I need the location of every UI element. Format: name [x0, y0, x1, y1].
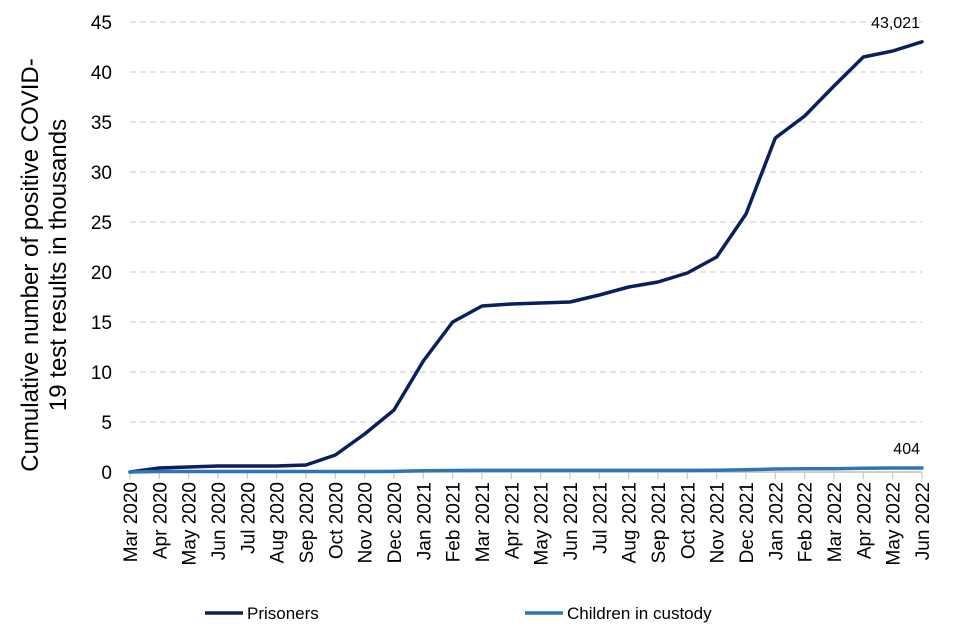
- x-tick-labels: Mar 2020 Apr 2020 May 2020 Jun 2020 Jul 2020…: [121, 482, 934, 565]
- x-tick-label: Oct 2021: [678, 482, 699, 559]
- y-axis-title: Cumulative number of positive COVID-19 t…: [17, 58, 72, 471]
- series-line-prisoners: [128, 40, 924, 474]
- x-tick-label: Apr 2020: [150, 482, 171, 559]
- x-tick-label: Jan 2022: [766, 482, 787, 560]
- x-tick-label: Aug 2021: [620, 482, 641, 563]
- x-tick-label: Mar 2021: [473, 482, 494, 562]
- legend: Prisoners Children in custody: [205, 604, 712, 623]
- x-tick-label: Sep 2020: [297, 482, 318, 563]
- end-data-label: 43,021: [871, 15, 920, 32]
- x-tick-label: Sep 2021: [649, 482, 670, 563]
- y-tick-labels: 0 5 10 15 20 25 30 35 40 45: [91, 13, 112, 484]
- y-tick-label: 10: [91, 363, 112, 384]
- x-tick-label: Nov 2021: [708, 482, 729, 563]
- end-data-label: 404: [893, 441, 920, 458]
- x-tick-label: Dec 2021: [737, 482, 758, 563]
- y-tick-label: 0: [101, 463, 112, 484]
- x-tick-label: Nov 2020: [356, 482, 377, 563]
- x-tick-label: Apr 2022: [854, 482, 875, 559]
- x-tick-label: Feb 2021: [444, 482, 465, 562]
- y-tick-label: 5: [101, 413, 112, 434]
- y-axis-title-line: Cumulative number of positive COVID-: [17, 58, 44, 471]
- data-labels: 43,021 404: [871, 15, 920, 458]
- x-tick-label: Jan 2021: [414, 482, 435, 560]
- gridlines: [130, 21, 922, 423]
- x-tick-label: Mar 2022: [825, 482, 846, 562]
- series-line-children-in-custody: [128, 466, 924, 474]
- x-tick-label: Apr 2021: [502, 482, 523, 559]
- y-tick-label: 40: [91, 63, 112, 84]
- y-tick-label: 25: [91, 213, 112, 234]
- x-tick-label: Jul 2020: [238, 482, 259, 554]
- legend-label: Prisoners: [247, 604, 319, 623]
- y-tick-label: 20: [91, 263, 112, 284]
- x-tick-label: Feb 2022: [796, 482, 817, 562]
- y-axis-title-text: Cumulative number of positive COVID-19 t…: [17, 58, 72, 471]
- y-tick-label: 30: [91, 163, 112, 184]
- x-tick-label: May 2020: [180, 482, 201, 565]
- y-tick-label: 15: [91, 313, 112, 334]
- y-axis-title-line: 19 test results in thousands: [45, 119, 72, 411]
- x-tick-label: Dec 2020: [385, 482, 406, 563]
- x-tick-label: Jun 2021: [561, 482, 582, 560]
- x-tick-label: Jul 2021: [590, 482, 611, 554]
- series-lines: [128, 40, 924, 474]
- x-tick-label: Jun 2020: [209, 482, 230, 560]
- x-tick-label: Oct 2020: [326, 482, 347, 559]
- y-tick-label: 35: [91, 113, 112, 134]
- x-tick-label: Jun 2022: [913, 482, 934, 560]
- x-tick-label: Aug 2020: [268, 482, 289, 563]
- y-tick-label: 45: [91, 13, 112, 34]
- legend-label: Children in custody: [567, 604, 712, 623]
- x-tick-label: May 2021: [532, 482, 553, 565]
- x-tick-label: May 2022: [884, 482, 905, 565]
- x-tick-label: Mar 2020: [121, 482, 142, 562]
